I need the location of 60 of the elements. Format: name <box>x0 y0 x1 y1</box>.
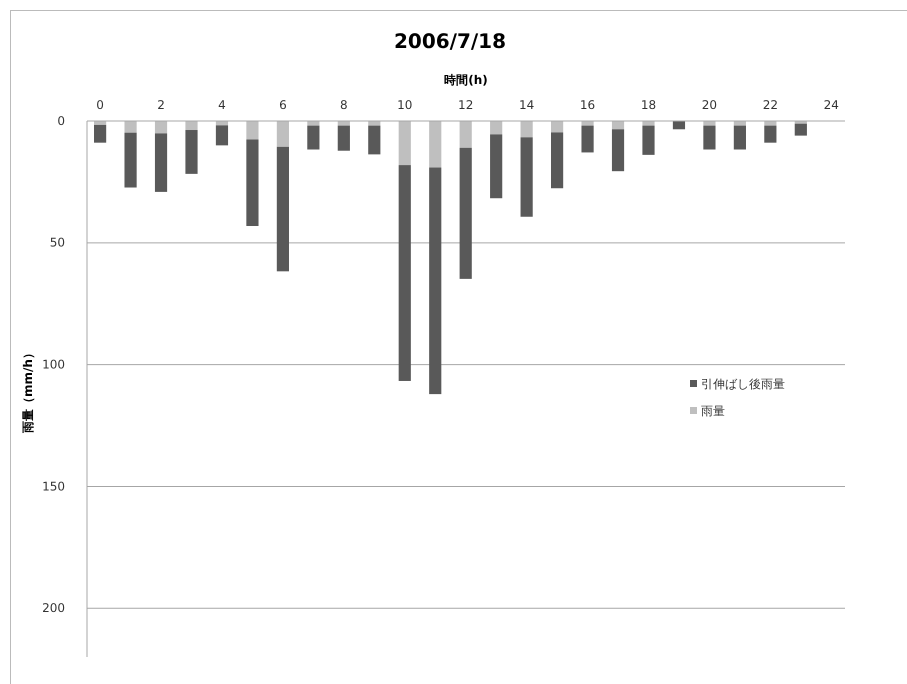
x-tick-label: 24 <box>824 98 839 112</box>
legend-label: 引伸ばし後雨量 <box>701 377 785 391</box>
bar <box>276 121 289 147</box>
y-axis-title: 雨量（mm/h） <box>21 347 35 434</box>
bar <box>124 121 137 133</box>
x-tick-label: 10 <box>397 98 412 112</box>
chart-title: 2006/7/18 <box>394 29 506 53</box>
bar <box>216 121 228 126</box>
x-tick-label: 22 <box>762 98 778 112</box>
bar <box>642 126 655 155</box>
bar <box>490 134 502 198</box>
bar <box>794 124 807 136</box>
y-tick-label: 200 <box>42 601 65 616</box>
bar <box>764 126 776 143</box>
bar <box>185 121 198 130</box>
bar <box>246 121 259 140</box>
bar <box>734 126 746 150</box>
bar <box>672 121 686 130</box>
bar <box>94 124 106 143</box>
x-tick-label: 0 <box>96 98 104 112</box>
y-tick-label: 0 <box>57 114 65 128</box>
bar <box>703 126 716 150</box>
bar <box>154 121 168 134</box>
bar <box>429 121 442 168</box>
y-tick-label: 150 <box>42 479 65 494</box>
bar <box>551 121 564 132</box>
x-tick-label: 20 <box>702 98 718 112</box>
y-tick-label: 50 <box>50 236 65 250</box>
bar <box>460 121 472 148</box>
x-tick-label: 12 <box>458 98 474 112</box>
x-axis-title: 時間(h) <box>444 73 488 87</box>
bar <box>246 140 259 226</box>
bar <box>368 126 380 154</box>
x-tick-label: 18 <box>640 98 656 112</box>
bar <box>398 121 411 166</box>
x-tick-label: 16 <box>580 98 596 112</box>
bar <box>551 132 564 188</box>
legend-label: 雨量 <box>701 404 725 418</box>
bar <box>307 126 320 150</box>
bar <box>581 126 594 152</box>
bar <box>154 133 168 192</box>
bar <box>490 121 502 134</box>
x-tick-label: 2 <box>157 98 165 112</box>
x-tick-label: 14 <box>518 98 534 112</box>
bar <box>612 129 624 172</box>
bar <box>216 125 228 146</box>
bar <box>460 148 472 279</box>
y-tick-label: 100 <box>42 357 65 372</box>
bar <box>124 132 137 188</box>
x-tick-label: 8 <box>340 98 348 112</box>
x-tick-label: 6 <box>279 98 287 112</box>
bar <box>276 146 289 272</box>
bar <box>612 121 624 130</box>
bar <box>520 137 533 217</box>
bar <box>520 121 533 138</box>
bar <box>185 130 198 174</box>
bar <box>429 168 442 394</box>
x-tick-label: 4 <box>218 98 226 112</box>
bar <box>398 165 411 381</box>
bar <box>338 126 350 151</box>
